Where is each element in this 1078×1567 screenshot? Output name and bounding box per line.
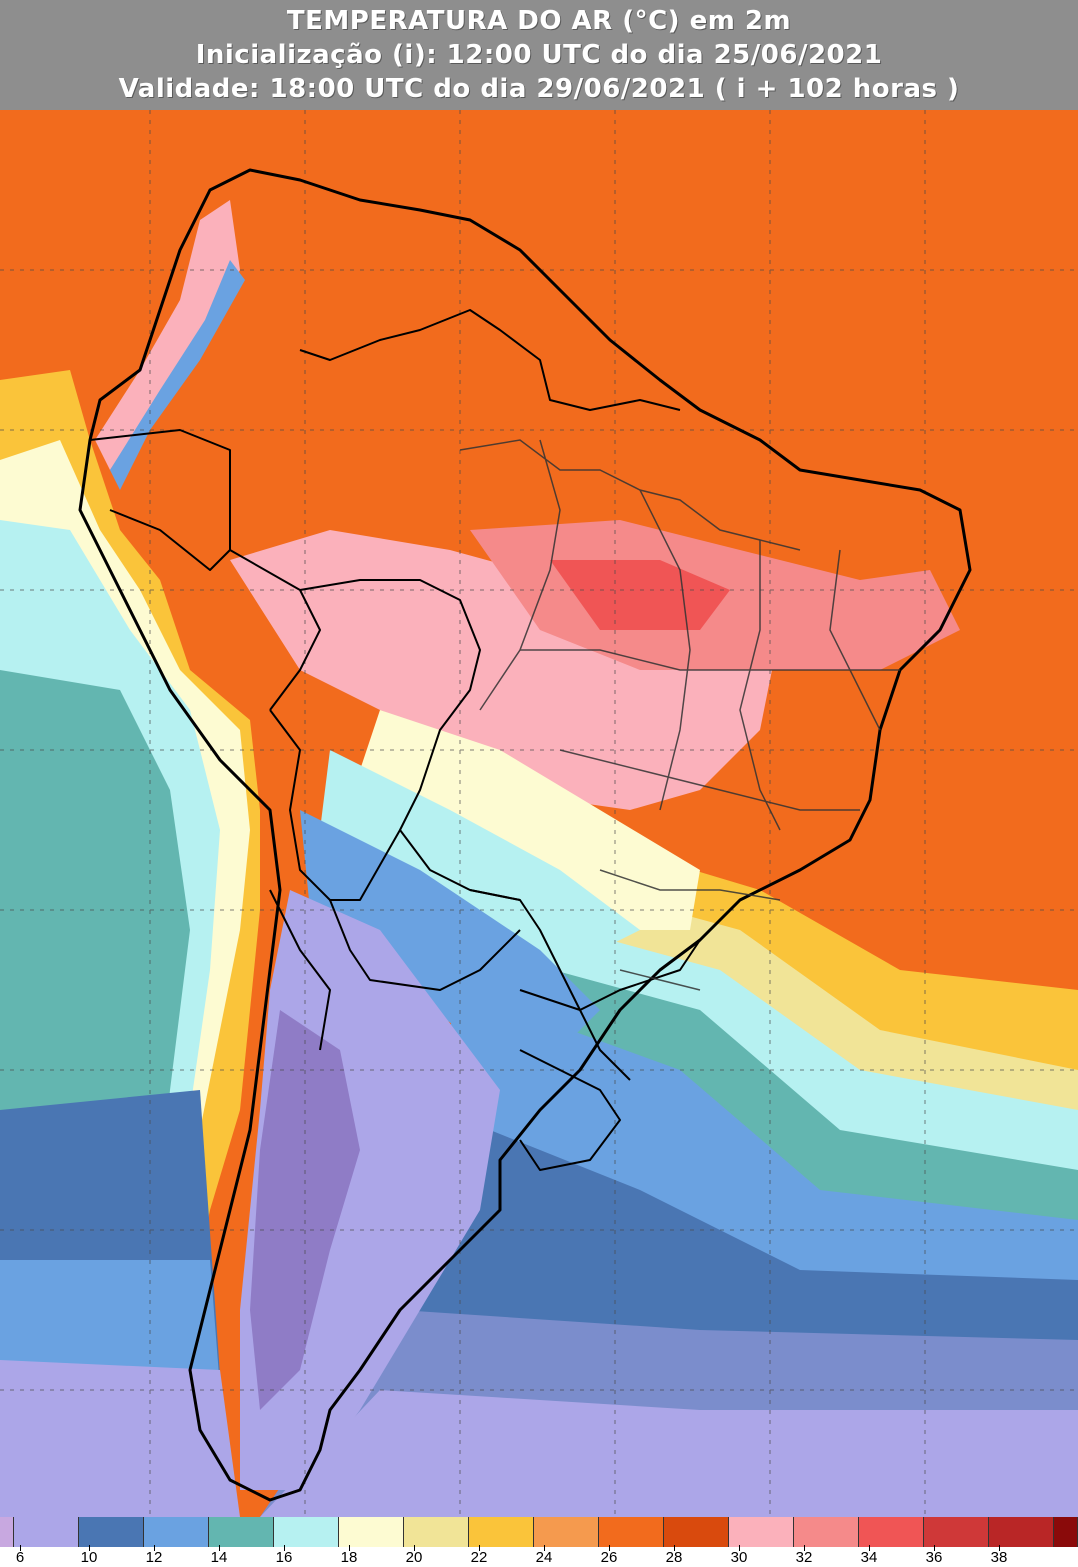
temperature-field	[0, 110, 1078, 1517]
color-scale-swatch	[0, 1517, 14, 1547]
color-scale-tick-mark	[154, 1545, 155, 1551]
color-scale-tick-mark	[544, 1545, 545, 1551]
color-scale-tick-label: 10	[80, 1549, 98, 1566]
color-scale-tick-label: 34	[860, 1549, 878, 1566]
color-scale-tick-mark	[349, 1545, 350, 1551]
color-scale-tick-mark	[934, 1545, 935, 1551]
color-scale-tick-label: 6	[15, 1549, 25, 1566]
transition-zone	[350, 710, 700, 930]
color-scale-tick-label: 22	[470, 1549, 488, 1566]
color-scale-swatch	[989, 1517, 1054, 1547]
color-scale-tick-label: 20	[405, 1549, 423, 1566]
color-scale-swatch	[274, 1517, 339, 1547]
color-scale-tick-mark	[674, 1545, 675, 1551]
color-scale-swatch	[404, 1517, 469, 1547]
validity-line: Validade: 18:00 UTC do dia 29/06/2021 ( …	[118, 74, 960, 104]
color-scale-swatch	[664, 1517, 729, 1547]
color-scale-tick-mark	[804, 1545, 805, 1551]
color-scale-tick-label: 38	[990, 1549, 1008, 1566]
color-scale-tick-mark	[609, 1545, 610, 1551]
color-scale-swatch	[924, 1517, 989, 1547]
color-scale-tick-mark	[414, 1545, 415, 1551]
color-scale-swatch	[859, 1517, 924, 1547]
country-borders	[89, 309, 701, 1171]
cool-interior-zone	[320, 750, 640, 970]
andes-north-cold-strip	[110, 260, 245, 490]
color-scale-labels: 6 10 12 14 16 18 20 22 24 26 28 30 32 34 36 38	[0, 1545, 1078, 1567]
color-scale-swatch	[14, 1517, 79, 1547]
continent-outline	[78, 168, 972, 1502]
color-scale-tick-label: 28	[665, 1549, 683, 1566]
color-scale-swatch	[79, 1517, 144, 1547]
color-scale-tick-label: 16	[275, 1549, 293, 1566]
color-scale-tick-label: 12	[145, 1549, 163, 1566]
color-scale-tick-label: 32	[795, 1549, 813, 1566]
color-scale-swatch	[339, 1517, 404, 1547]
graticule	[0, 110, 1078, 1517]
color-scale-swatch	[1054, 1517, 1078, 1547]
color-scale-tick-mark	[479, 1545, 480, 1551]
color-scale-tick-label: 18	[340, 1549, 358, 1566]
initialization-line: Inicialização (i): 12:00 UTC do dia 25/0…	[195, 40, 883, 70]
color-scale-swatch	[599, 1517, 664, 1547]
color-scale-tick-mark	[739, 1545, 740, 1551]
color-scale-swatch	[144, 1517, 209, 1547]
state-borders	[459, 439, 900, 991]
color-scale-swatches	[0, 1517, 1078, 1547]
color-scale-swatch	[794, 1517, 859, 1547]
atlantic-lilac-band	[260, 1390, 1078, 1517]
color-scale-tick-mark	[284, 1545, 285, 1551]
color-scale-tick-mark	[20, 1545, 21, 1551]
color-scale-tick-mark	[219, 1545, 220, 1551]
color-scale-swatch	[729, 1517, 794, 1547]
color-scale-tick-label: 26	[600, 1549, 618, 1566]
andes-north-strip	[95, 200, 240, 470]
map-header: TEMPERATURA DO AR (°C) em 2m Inicializaç…	[0, 0, 1078, 110]
color-scale-swatch	[209, 1517, 274, 1547]
color-scale-tick-mark	[89, 1545, 90, 1551]
map-title: TEMPERATURA DO AR (°C) em 2m	[286, 6, 792, 36]
pacific-lilac-band	[0, 1360, 240, 1517]
color-scale: 6 10 12 14 16 18 20 22 24 26 28 30 32 34 36 38	[0, 1517, 1078, 1567]
color-scale-swatch	[534, 1517, 599, 1547]
color-scale-tick-label: 24	[535, 1549, 553, 1566]
color-scale-tick-mark	[869, 1545, 870, 1551]
temperature-map	[0, 110, 1078, 1517]
color-scale-tick-label: 36	[925, 1549, 943, 1566]
color-scale-swatch	[469, 1517, 534, 1547]
color-scale-tick-label: 30	[730, 1549, 748, 1566]
color-scale-tick-label: 14	[210, 1549, 228, 1566]
color-scale-tick-mark	[999, 1545, 1000, 1551]
